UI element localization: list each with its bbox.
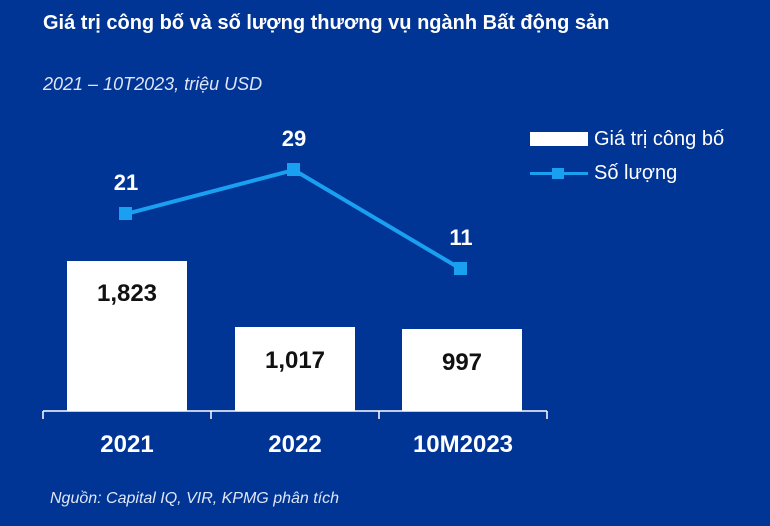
line-label-2021: 21: [114, 170, 138, 195]
x-tick-10m2023: 10M2023: [413, 431, 513, 458]
marker-2021: [119, 207, 132, 220]
x-tick-2021: 2021: [100, 431, 153, 458]
x-tick-2022: 2022: [268, 431, 321, 458]
legend-item-gia-tri: Giá trị công bố: [530, 122, 724, 156]
legend-label: Số lượng: [594, 161, 678, 184]
bar-10m2023: [402, 329, 522, 411]
legend: Giá trị công bố Số lượng: [530, 122, 724, 190]
chart-title: Giá trị công bố và số lượng thương vụ ng…: [43, 12, 610, 34]
chart-subtitle: 2021 – 10T2023, triệu USD: [43, 74, 263, 94]
line-so-luong: [125, 167, 463, 271]
bar-label-2022: 1,017: [265, 347, 325, 374]
line-marker-swatch-icon: [530, 166, 588, 180]
line-label-2022: 29: [282, 126, 306, 151]
legend-label: Giá trị công bố: [594, 127, 725, 150]
source-note: Nguồn: Capital IQ, VIR, KPMG phân tích: [50, 490, 340, 507]
bar-swatch-icon: [530, 132, 588, 146]
legend-item-so-luong: Số lượng: [530, 156, 724, 190]
bar-label-10m2023: 997: [442, 349, 482, 376]
bar-2021: [67, 261, 187, 411]
bar-label-2021: 1,823: [97, 280, 157, 307]
bar-2022: [235, 327, 355, 411]
marker-10m2023: [454, 262, 467, 275]
marker-2022: [287, 163, 300, 176]
line-label-10m2023: 11: [449, 225, 472, 250]
